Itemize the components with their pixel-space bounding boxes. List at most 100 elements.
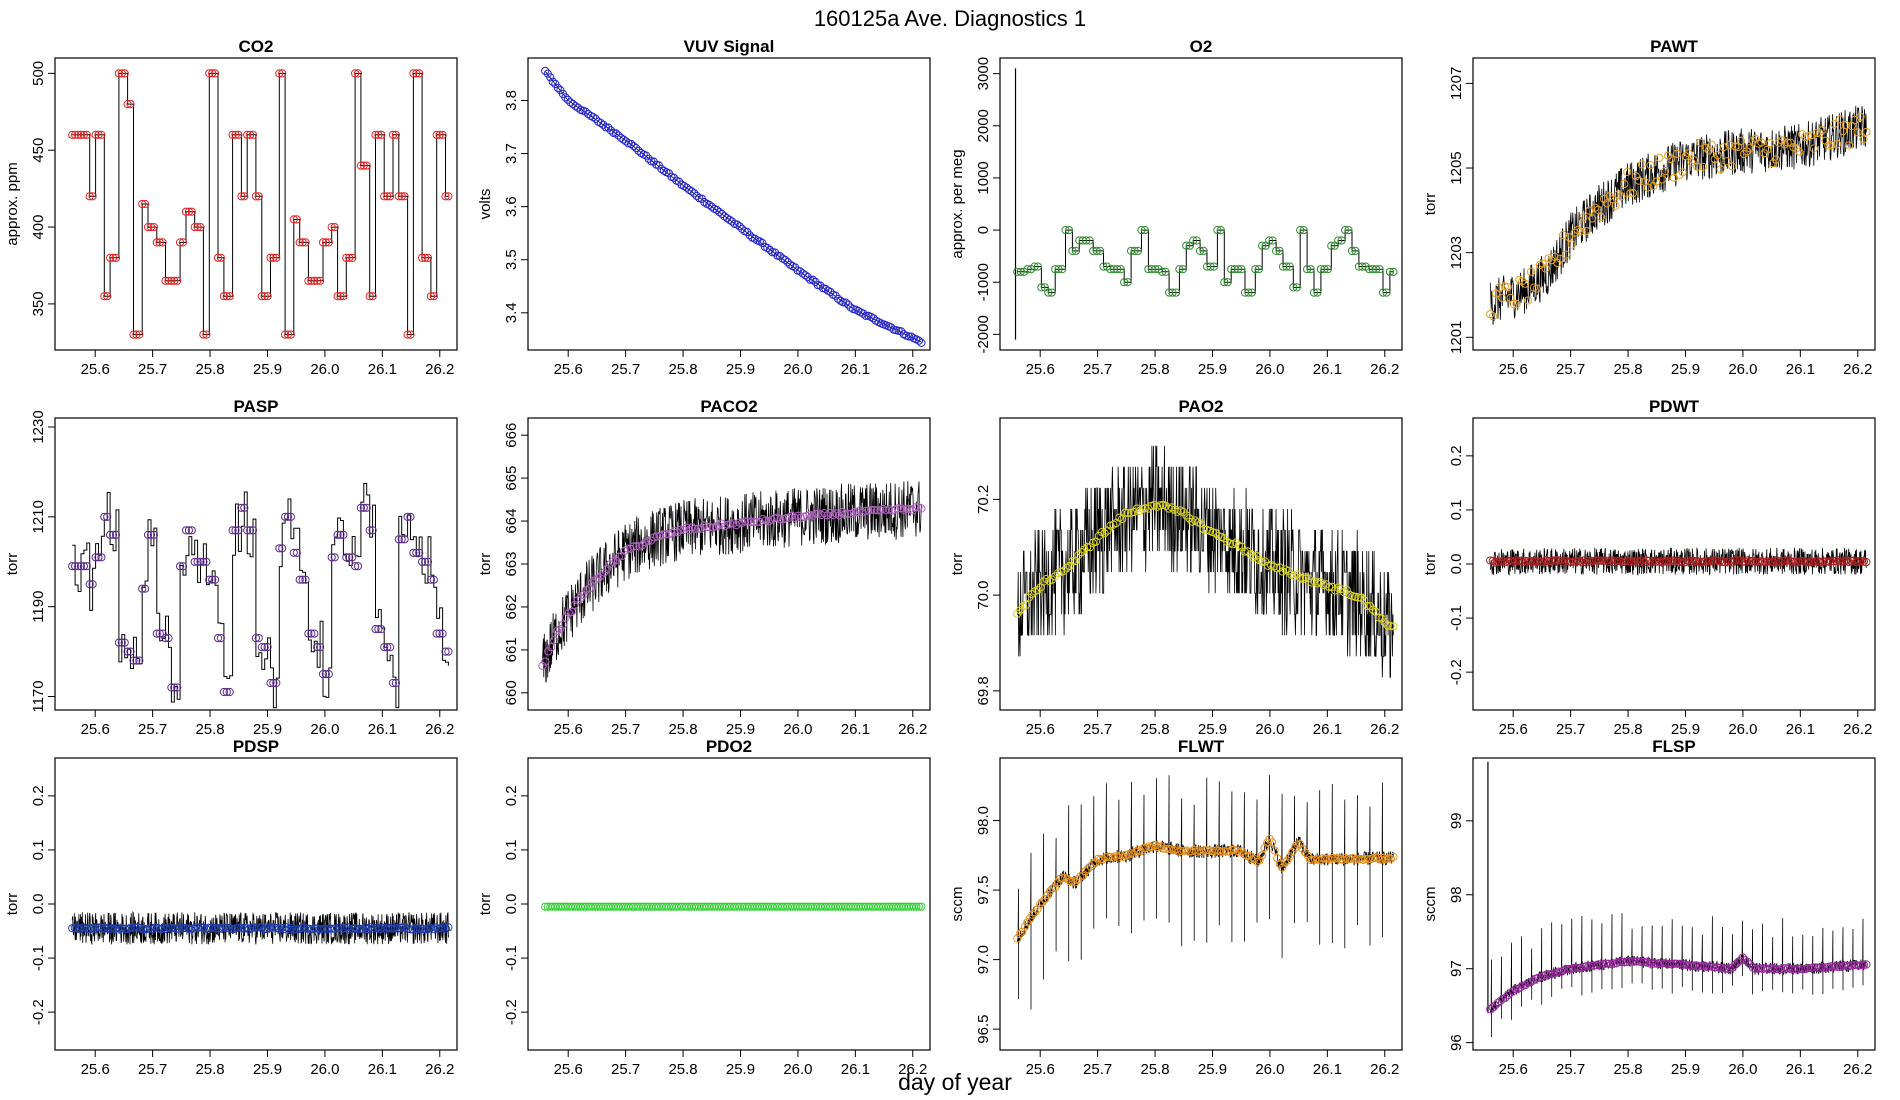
data-point: [1594, 205, 1603, 214]
data-point: [330, 223, 339, 232]
x-tick-label: 26.2: [1843, 721, 1872, 738]
data-point: [591, 114, 600, 124]
data-point: [783, 258, 792, 267]
data-point: [316, 276, 325, 285]
y-tick-label: 500: [30, 61, 47, 86]
data-point: [123, 647, 132, 656]
data-point: [1121, 508, 1130, 517]
raw-trace: [72, 483, 449, 709]
x-tick-label: 26.2: [898, 361, 927, 378]
data-point: [351, 69, 360, 78]
data-point: [1316, 856, 1325, 865]
data-point: [561, 93, 570, 102]
data-point: [1113, 265, 1122, 274]
data-point: [71, 130, 80, 139]
x-tick-label: 25.8: [1140, 1061, 1169, 1078]
data-point: [269, 678, 278, 688]
data-point: [123, 100, 132, 109]
data-point: [1579, 556, 1588, 565]
y-tick-label: 0.1: [1448, 499, 1465, 520]
data-point: [1292, 283, 1301, 292]
data-point: [782, 514, 791, 523]
data-point: [836, 296, 845, 305]
data-point: [403, 925, 413, 934]
panel-pasp: PASP torr 1170 1190 1210 1230 25.6 25.7 25.8 25.9…: [4, 397, 458, 738]
data-point: [1071, 246, 1081, 255]
data-point: [1511, 985, 1520, 994]
data-point: [429, 292, 438, 301]
data-point: [803, 273, 812, 282]
x-tick-label: 25.7: [611, 361, 640, 378]
x-tick-label: 26.2: [425, 361, 454, 378]
data-point: [1688, 556, 1697, 566]
panel-pao2: PAO2 torr 69.8 70.0 70.2 25.6 25.7 25.8 25.9 26.0…: [949, 397, 1403, 738]
data-point: [1833, 140, 1842, 149]
x-tick-label: 25.8: [1140, 361, 1169, 378]
data-point: [1278, 863, 1287, 872]
data-point: [205, 575, 214, 584]
data-point: [254, 634, 263, 643]
data-point: [1344, 226, 1353, 235]
data-point: [1553, 258, 1562, 268]
data-point: [371, 625, 380, 634]
data-point: [1040, 894, 1050, 904]
data-point: [1161, 501, 1171, 510]
data-point: [1539, 558, 1548, 567]
panel-title: O2: [1190, 37, 1213, 56]
y-tick-label: 0.1: [30, 839, 47, 860]
data-point: [1491, 1001, 1500, 1010]
x-tick-label: 25.7: [611, 1061, 640, 1078]
data-point: [143, 530, 153, 539]
y-tick-label: 660: [503, 680, 520, 705]
data-point: [155, 629, 164, 638]
data-point: [1334, 236, 1343, 245]
data-point: [1068, 246, 1077, 255]
data-point: [234, 526, 243, 535]
y-tick-label: 0.2: [1448, 445, 1465, 466]
data-point: [1836, 115, 1845, 124]
data-point: [692, 191, 701, 201]
data-point: [386, 643, 395, 652]
data-point: [1137, 226, 1146, 235]
data-point: [1544, 970, 1553, 979]
data-point: [374, 130, 383, 139]
data-point: [1303, 851, 1312, 860]
data-point: [1736, 136, 1746, 145]
data-point: [222, 687, 231, 697]
x-tick-label: 26.2: [1370, 721, 1399, 738]
data-point: [1156, 501, 1165, 510]
y-tick-label: 666: [503, 423, 520, 448]
y-axis-label: torr: [4, 553, 21, 576]
data-point: [1151, 265, 1160, 274]
data-point: [717, 209, 727, 219]
data-point: [444, 923, 453, 932]
data-point: [363, 925, 372, 934]
data-point: [1123, 278, 1132, 287]
data-point: [251, 634, 260, 643]
data-point: [202, 330, 211, 339]
data-point: [1635, 558, 1644, 567]
data-point: [823, 511, 832, 520]
data-point: [275, 69, 284, 78]
data-point: [1162, 844, 1171, 853]
data-point: [1374, 853, 1383, 862]
plot-frame: [1472, 57, 1876, 351]
data-point: [1731, 556, 1740, 565]
data-point: [298, 238, 307, 247]
data-point: [1342, 585, 1351, 595]
data-point: [1501, 993, 1510, 1002]
data-point: [1303, 265, 1312, 274]
data-point: [252, 923, 261, 932]
x-tick-label: 25.8: [1613, 721, 1642, 738]
data-point: [632, 144, 641, 153]
data-point: [222, 292, 231, 301]
data-point: [1357, 593, 1366, 603]
data-point: [278, 544, 287, 553]
data-point: [904, 332, 913, 341]
y-tick-label: 662: [503, 594, 520, 619]
data-point: [213, 634, 223, 643]
data-point: [227, 924, 236, 934]
data-point: [196, 557, 205, 566]
plot-frame: [527, 57, 931, 351]
data-point: [1582, 558, 1591, 567]
